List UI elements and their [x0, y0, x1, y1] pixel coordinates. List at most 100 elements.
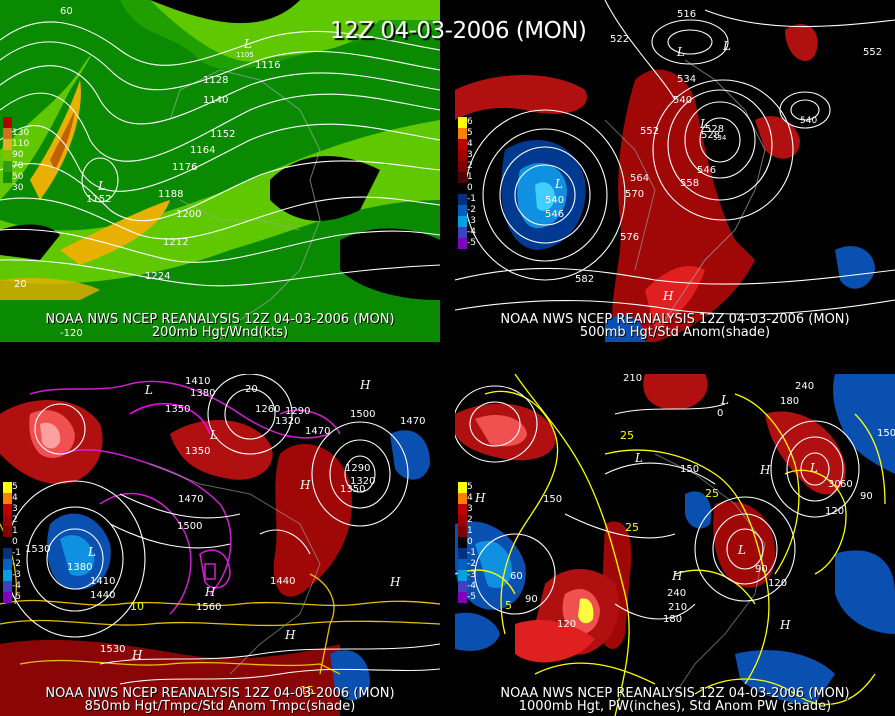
high-marker: H — [779, 618, 791, 632]
pw-label: 25 — [625, 521, 639, 534]
legend-swatch — [458, 128, 467, 139]
legend-swatch — [458, 493, 467, 504]
legend-swatch — [458, 183, 467, 194]
contour-label: 534 — [677, 74, 696, 85]
legend-label: 2 — [467, 161, 473, 171]
contour-label: 1470 — [400, 416, 425, 427]
low-marker: L — [554, 177, 563, 191]
legend-swatch — [3, 172, 12, 183]
contour-label: 540 — [545, 195, 564, 206]
legend-swatch — [458, 515, 467, 526]
legend-label: 90 — [12, 150, 24, 160]
contour-label: 1410 — [90, 576, 115, 587]
legend-label: -4 — [467, 227, 476, 237]
contour-label: 1260 — [255, 404, 280, 415]
contour-label: 1380 — [190, 388, 215, 399]
low-marker: L — [144, 383, 153, 397]
legend-label: 2 — [12, 515, 18, 525]
legend-swatch — [458, 194, 467, 205]
contour-label: 1530 — [25, 544, 50, 555]
contour-label: 1320 — [350, 476, 375, 487]
legend-label: -4 — [12, 581, 21, 591]
contour-label: 180 — [780, 396, 799, 407]
contour-label: 90 — [755, 564, 768, 575]
map-850mb: 1410 1380 1350 1320 1290 1260 1470 1500 … — [0, 374, 440, 716]
contour-label: 1560 — [196, 602, 221, 613]
legend-label: 0 — [467, 537, 473, 547]
high-marker: H — [759, 463, 771, 477]
legend-swatch — [3, 150, 12, 161]
legend-swatch — [458, 559, 467, 570]
legend-swatch — [3, 161, 12, 172]
contour-label: 1380 — [67, 562, 92, 573]
low-marker: L — [87, 545, 96, 559]
caption-source: NOAA NWS NCEP REANALYSIS 12Z 04-03-2006 … — [500, 686, 850, 701]
contour-label: 1116 — [255, 60, 280, 71]
color-legend — [458, 482, 467, 603]
low-marker: L — [809, 461, 818, 475]
legend-label: 1 — [467, 526, 473, 536]
contour-label: 1212 — [163, 237, 188, 248]
high-marker: H — [284, 628, 296, 642]
contour-label: 570 — [625, 189, 644, 200]
caption-field: 1000mb Hgt, PW(inches), Std Anom PW (sha… — [518, 699, 832, 714]
legend-swatch — [458, 172, 467, 183]
contour-label: 582 — [575, 274, 594, 285]
legend-label: -5 — [467, 238, 476, 248]
high-marker: H — [299, 478, 311, 492]
legend-label: 110 — [12, 139, 30, 149]
contour-label: 1152 — [210, 129, 235, 140]
contour-label: 180 — [663, 614, 682, 625]
legend-swatch — [3, 515, 12, 526]
color-legend — [3, 482, 12, 603]
contour-label: 1164 — [190, 145, 215, 156]
legend-swatch — [3, 537, 12, 548]
contour-label: 1530 — [100, 644, 125, 655]
legend-label: -1 — [467, 194, 476, 204]
legend-swatch — [3, 117, 12, 128]
contour-label: 1128 — [203, 75, 228, 86]
contour-label: 60 — [510, 571, 523, 582]
main-title: 12Z 04-03-2006 (MON) — [330, 18, 587, 44]
caption-source: NOAA NWS NCEP REANALYSIS 12Z 04-03-2006 … — [45, 312, 395, 327]
panel-500mb: 516 522 528 534 540 546 552 558 564 570 … — [455, 0, 895, 342]
legend-swatch — [3, 128, 12, 139]
high-marker: H — [474, 491, 486, 505]
high-marker: H — [389, 575, 401, 589]
legend-label: 4 — [467, 139, 473, 149]
temp-label: 15 — [300, 684, 314, 697]
pw-label: 25 — [620, 429, 634, 442]
contour-label: 1290 — [345, 463, 370, 474]
caption-source: NOAA NWS NCEP REANALYSIS 12Z 04-03-2006 … — [45, 686, 395, 701]
contour-label: 1350 — [340, 484, 365, 495]
legend-swatch — [458, 150, 467, 161]
legend-label: -4 — [467, 581, 476, 591]
contour-label: 1188 — [158, 189, 183, 200]
map-200mb: 1116 1128 1140 1152 1164 1176 1188 1200 … — [0, 0, 440, 342]
legend-label: 2 — [467, 515, 473, 525]
contour-label: 1350 — [165, 404, 190, 415]
contour-label: 576 — [620, 232, 639, 243]
legend-label: -5 — [12, 592, 21, 602]
legend-label: 30 — [12, 183, 24, 193]
contour-label: 552 — [863, 47, 882, 58]
legend-swatch — [458, 570, 467, 581]
legend-swatch — [458, 216, 467, 227]
contour-label: 1105 — [236, 51, 254, 59]
contour-label: 1410 — [185, 376, 210, 387]
contour-label: 240 — [795, 381, 814, 392]
contour-label: 546 — [545, 209, 564, 220]
caption-field: 850mb Hgt/Tmpc/Std Anom Tmpc(shade) — [84, 699, 356, 714]
legend-swatch — [3, 570, 12, 581]
panel-200mb: 1116 1128 1140 1152 1164 1176 1188 1200 … — [0, 0, 440, 342]
legend-swatch — [3, 139, 12, 150]
legend-swatch — [458, 548, 467, 559]
legend-swatch — [3, 482, 12, 493]
contour-label: 1140 — [203, 95, 228, 106]
contour-label: 210 — [668, 602, 687, 613]
map-500mb: 516 522 528 534 540 546 552 558 564 570 … — [455, 0, 895, 342]
legend-swatch — [3, 526, 12, 537]
panel-850mb: 1410 1380 1350 1320 1290 1260 1470 1500 … — [0, 374, 440, 716]
legend-labels: 6 5 4 3 2 1 0 -1 -2 -3 -4 -5 — [467, 117, 476, 249]
legend-label: -2 — [467, 559, 476, 569]
